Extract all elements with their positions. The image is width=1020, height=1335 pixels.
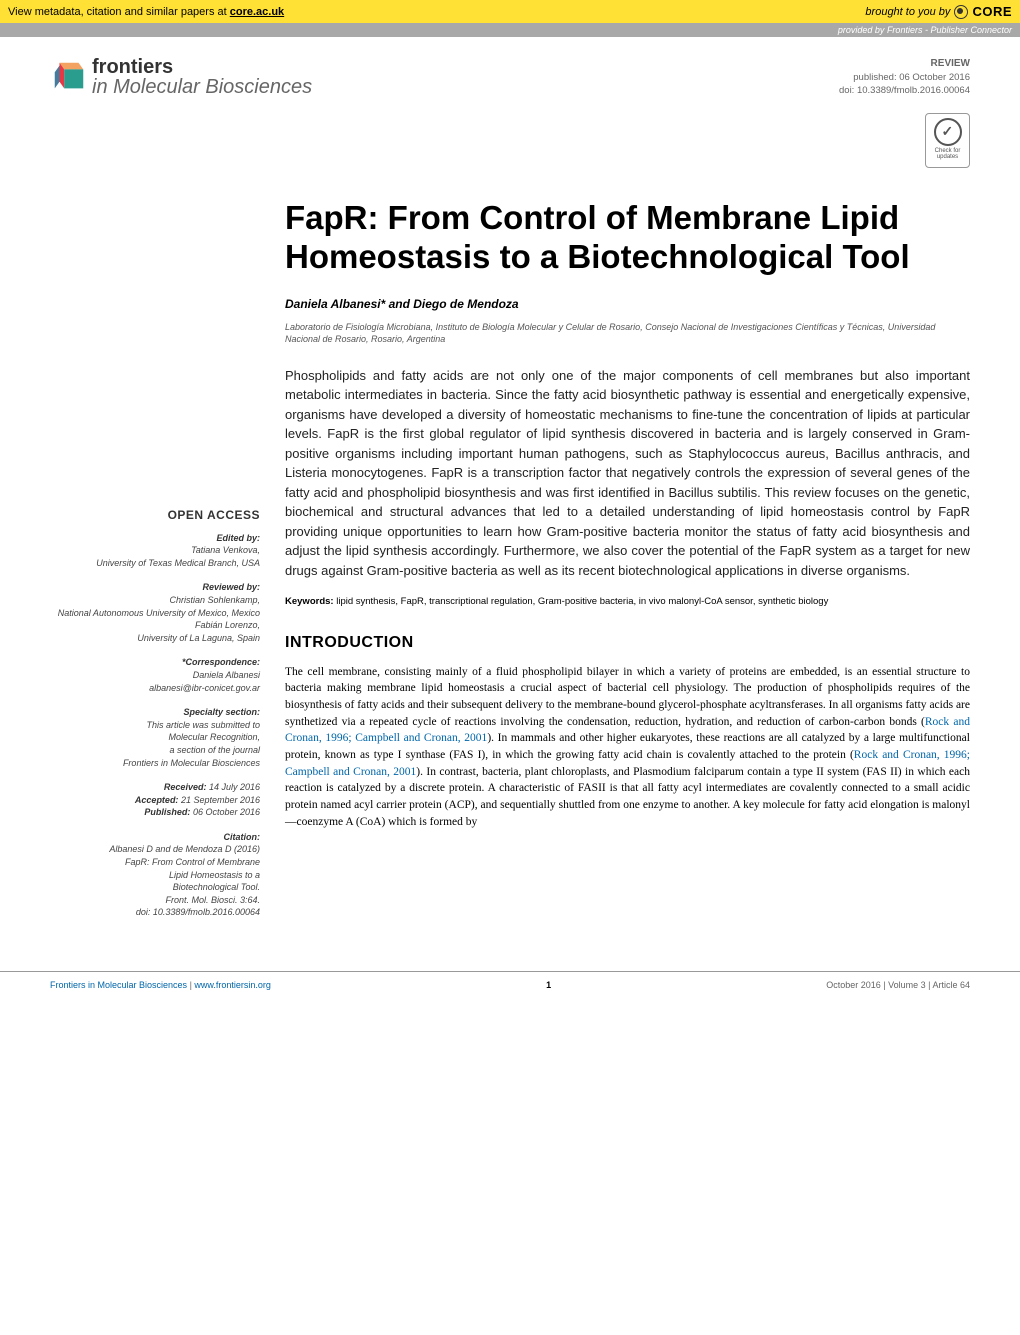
keywords: Keywords: lipid synthesis, FapR, transcr… (285, 595, 970, 608)
article-body: FapR: From Control of Membrane Lipid Hom… (285, 198, 970, 931)
specialty-block: Specialty section: This article was subm… (50, 706, 260, 769)
page-header: frontiers in Molecular Biosciences REVIE… (50, 57, 970, 98)
frontiers-cube-icon (50, 58, 88, 96)
abstract: Phospholipids and fatty acids are not on… (285, 366, 970, 581)
publication-info: REVIEW published: 06 October 2016 doi: 1… (839, 57, 970, 98)
journal-name: frontiers (92, 57, 312, 77)
core-link[interactable]: core.ac.uk (230, 6, 284, 18)
published-date: published: 06 October 2016 (839, 71, 970, 84)
check-updates-badge[interactable]: Check for updates (925, 113, 970, 168)
article-title: FapR: From Control of Membrane Lipid Hom… (285, 198, 970, 277)
article-type: REVIEW (839, 57, 970, 71)
correspondence-block: *Correspondence: Daniela Albanesi albane… (50, 656, 260, 694)
edited-by-block: Edited by: Tatiana Venkova, University o… (50, 532, 260, 570)
reviewed-by-block: Reviewed by: Christian Sohlenkamp, Natio… (50, 581, 260, 644)
journal-logo: frontiers in Molecular Biosciences (50, 57, 312, 97)
check-updates-badge-container: Check for updates (50, 113, 970, 168)
metadata-text: View metadata, citation and similar pape… (8, 6, 284, 18)
footer-url[interactable]: www.frontiersin.org (194, 980, 271, 990)
doi: doi: 10.3389/fmolb.2016.00064 (839, 84, 970, 97)
authors: Daniela Albanesi* and Diego de Mendoza (285, 297, 970, 311)
page-number: 1 (546, 980, 551, 990)
sidebar: OPEN ACCESS Edited by: Tatiana Venkova, … (50, 198, 260, 931)
provided-by-bar: provided by Frontiers - Publisher Connec… (0, 23, 1020, 37)
intro-heading: INTRODUCTION (285, 634, 970, 652)
journal-subname: in Molecular Biosciences (92, 77, 312, 97)
dates-block: Received: 14 July 2016 Accepted: 21 Sept… (50, 781, 260, 819)
metadata-bar: View metadata, citation and similar pape… (0, 0, 1020, 23)
page-footer: Frontiers in Molecular Biosciences | www… (0, 971, 1020, 998)
check-icon (934, 118, 962, 146)
footer-issue: October 2016 | Volume 3 | Article 64 (826, 980, 970, 990)
core-brand: brought to you by CORE (865, 4, 1012, 19)
footer-journal[interactable]: Frontiers in Molecular Biosciences (50, 980, 187, 990)
open-access-label: OPEN ACCESS (50, 508, 260, 522)
core-icon (954, 5, 968, 19)
citation-block: Citation: Albanesi D and de Mendoza D (2… (50, 831, 260, 919)
intro-paragraph: The cell membrane, consisting mainly of … (285, 664, 970, 831)
affiliation: Laboratorio de Fisiología Microbiana, In… (285, 321, 970, 346)
